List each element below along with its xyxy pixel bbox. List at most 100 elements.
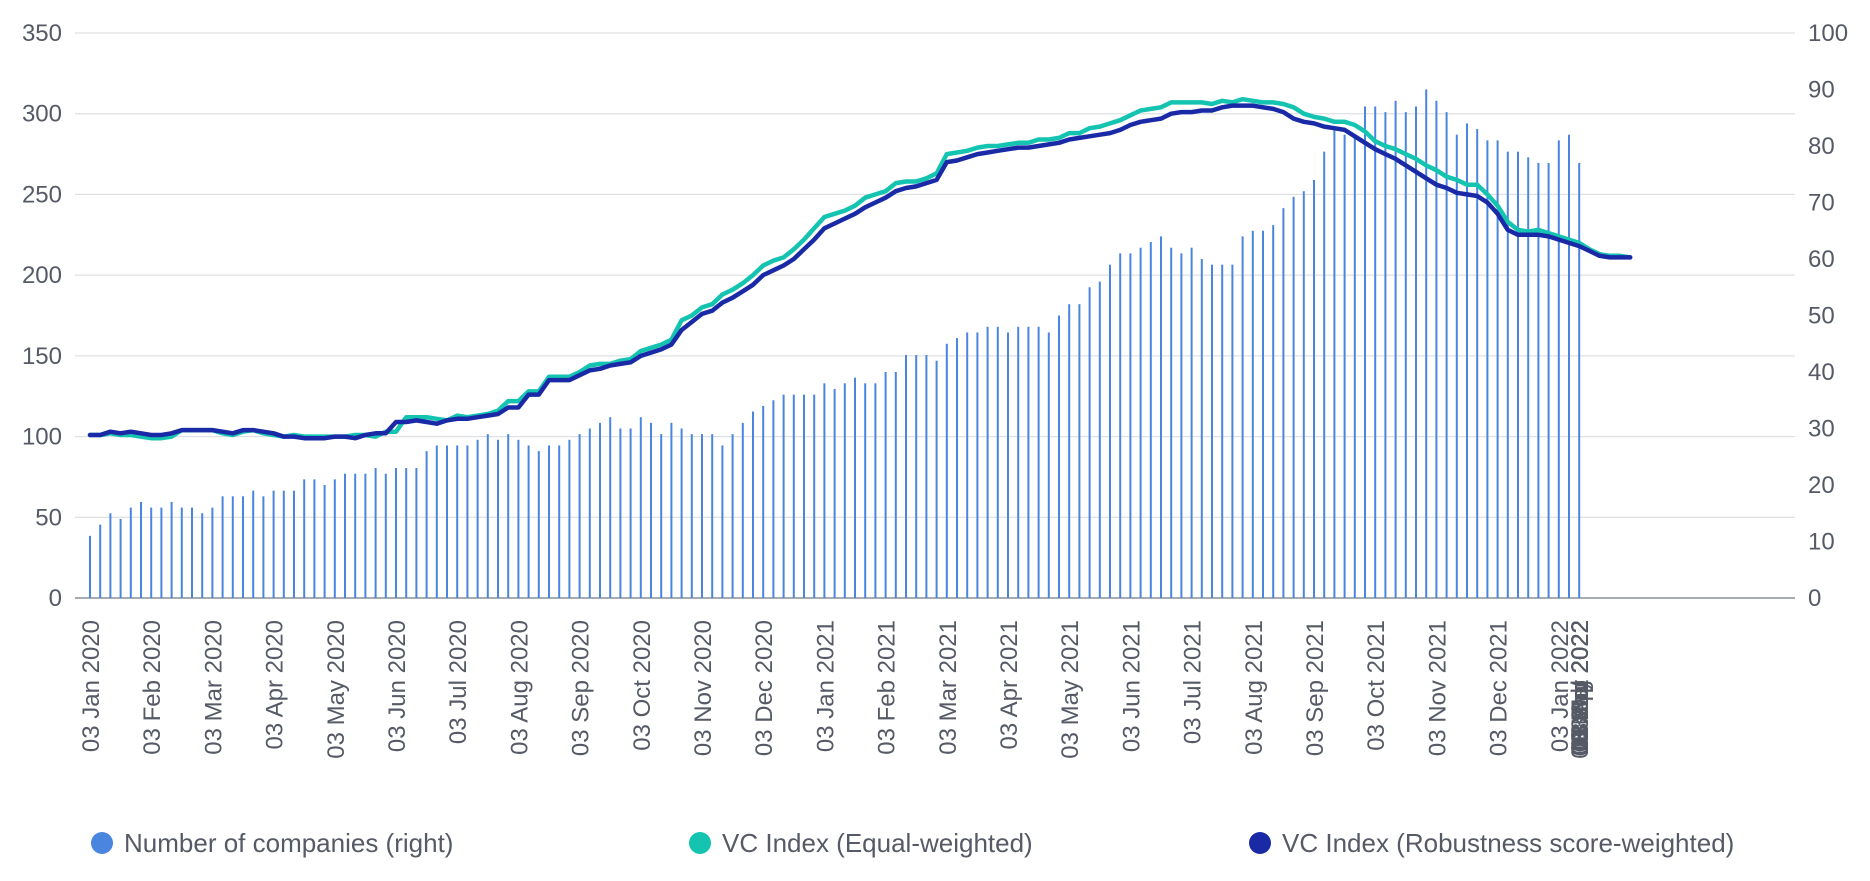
x-tick-label: 03 Jul 2021 bbox=[1180, 620, 1207, 744]
bar bbox=[1251, 230, 1254, 598]
y-left-tick-label: 50 bbox=[35, 504, 62, 531]
bar bbox=[242, 496, 244, 598]
bar bbox=[568, 439, 571, 598]
bar bbox=[344, 473, 346, 598]
bar bbox=[823, 383, 826, 598]
x-tick-label: 03 Jan 2021 bbox=[812, 620, 839, 752]
x-tick-label: 03 Aug 2021 bbox=[1241, 620, 1268, 755]
x-tick-label: 03 Jul 2022 bbox=[1567, 620, 1594, 744]
bar bbox=[395, 468, 397, 598]
bar bbox=[884, 372, 887, 598]
x-tick-label: 03 May 2022 bbox=[1567, 620, 1594, 759]
bar bbox=[599, 422, 601, 598]
bar bbox=[1160, 236, 1162, 598]
bar bbox=[1282, 208, 1285, 598]
x-axis: 03 Jan 2020 03 Feb 2020 03 Mar 2020 03 Apr … bbox=[78, 620, 1594, 759]
bar bbox=[1027, 326, 1030, 598]
bar bbox=[956, 338, 958, 598]
bar bbox=[1221, 264, 1224, 598]
bar bbox=[792, 394, 795, 598]
bar bbox=[731, 434, 734, 598]
bar bbox=[1007, 332, 1009, 598]
bar bbox=[1231, 264, 1234, 598]
bar bbox=[303, 479, 306, 598]
bar bbox=[1476, 129, 1479, 599]
bar bbox=[456, 445, 459, 598]
bar bbox=[1435, 100, 1438, 599]
bar bbox=[1404, 112, 1407, 598]
bar bbox=[1384, 112, 1387, 598]
bar bbox=[925, 355, 928, 598]
y-left-tick-label: 150 bbox=[22, 343, 62, 370]
bar bbox=[721, 445, 724, 598]
bar bbox=[1078, 304, 1081, 598]
bar bbox=[1364, 106, 1366, 598]
x-tick-label: 03 Apr 2022 bbox=[1567, 620, 1594, 749]
bar bbox=[996, 326, 999, 598]
bar bbox=[833, 388, 836, 598]
legend-label-robustness-weighted: VC Index (Robustness score-weighted) bbox=[1282, 828, 1734, 858]
y-left-tick-label: 0 bbox=[49, 585, 62, 612]
bar bbox=[486, 434, 489, 598]
bar bbox=[1557, 140, 1560, 598]
bar bbox=[1109, 264, 1111, 598]
bar bbox=[905, 355, 907, 598]
bar bbox=[1058, 315, 1060, 598]
y-left-tick-label: 350 bbox=[22, 20, 62, 47]
bar bbox=[374, 468, 377, 598]
x-tick-label: 03 Apr 2021 bbox=[996, 620, 1023, 749]
y-left-tick-label: 300 bbox=[22, 101, 62, 128]
bar bbox=[660, 434, 663, 598]
x-tick-label: 03 Feb 2020 bbox=[139, 620, 166, 755]
bar bbox=[966, 332, 969, 598]
bar bbox=[1374, 106, 1377, 598]
bar bbox=[507, 434, 510, 598]
bar bbox=[446, 445, 448, 598]
bar bbox=[629, 428, 632, 598]
bar bbox=[1098, 281, 1101, 598]
bar bbox=[690, 434, 693, 598]
bar bbox=[435, 445, 438, 598]
x-tick-label: 03 Jul 2020 bbox=[445, 620, 472, 744]
bar bbox=[843, 383, 846, 598]
x-tick-label: 03 Jan 2022 bbox=[1547, 620, 1574, 752]
y-right-tick-label: 50 bbox=[1808, 303, 1835, 330]
bar bbox=[201, 513, 204, 598]
bar bbox=[293, 490, 295, 598]
bar bbox=[1466, 123, 1468, 599]
bar bbox=[1272, 225, 1275, 598]
y-right-tick-label: 0 bbox=[1808, 585, 1821, 612]
x-tick-label: 03 Mar 2021 bbox=[935, 620, 962, 755]
legend-item-equal-weighted[interactable]: VC Index (Equal-weighted) bbox=[689, 828, 1033, 858]
bar bbox=[99, 524, 102, 598]
bar bbox=[619, 428, 622, 598]
bar bbox=[354, 473, 357, 598]
bar bbox=[282, 490, 285, 598]
line-vc-index-robustness-weighted bbox=[87, 103, 1633, 441]
x-tick-label: 03 Mar 2020 bbox=[200, 620, 227, 755]
bar bbox=[1292, 196, 1295, 598]
bar bbox=[639, 417, 642, 598]
bar bbox=[1047, 332, 1050, 598]
bar bbox=[1394, 100, 1397, 599]
y-right-tick-label: 30 bbox=[1808, 416, 1835, 443]
y-right-tick-label: 60 bbox=[1808, 246, 1835, 273]
bar bbox=[1129, 253, 1132, 598]
bar bbox=[425, 451, 428, 598]
legend-item-companies[interactable]: Number of companies (right) bbox=[91, 828, 453, 858]
legend-label-equal-weighted: VC Index (Equal-weighted) bbox=[722, 828, 1033, 858]
bar bbox=[935, 360, 938, 598]
bar bbox=[1323, 151, 1326, 598]
bar bbox=[711, 434, 714, 598]
bar bbox=[854, 377, 856, 598]
bar bbox=[558, 445, 561, 598]
bar bbox=[680, 428, 683, 598]
bar bbox=[874, 383, 877, 598]
bar bbox=[497, 439, 499, 598]
bar bbox=[160, 507, 163, 598]
bar bbox=[466, 445, 469, 598]
bar bbox=[384, 473, 387, 598]
bar bbox=[170, 501, 173, 598]
y-axis-left: 0 50 100 150 200 250 300 350 bbox=[22, 20, 62, 612]
legend-item-robustness-weighted[interactable]: VC Index (Robustness score-weighted) bbox=[1249, 828, 1734, 858]
